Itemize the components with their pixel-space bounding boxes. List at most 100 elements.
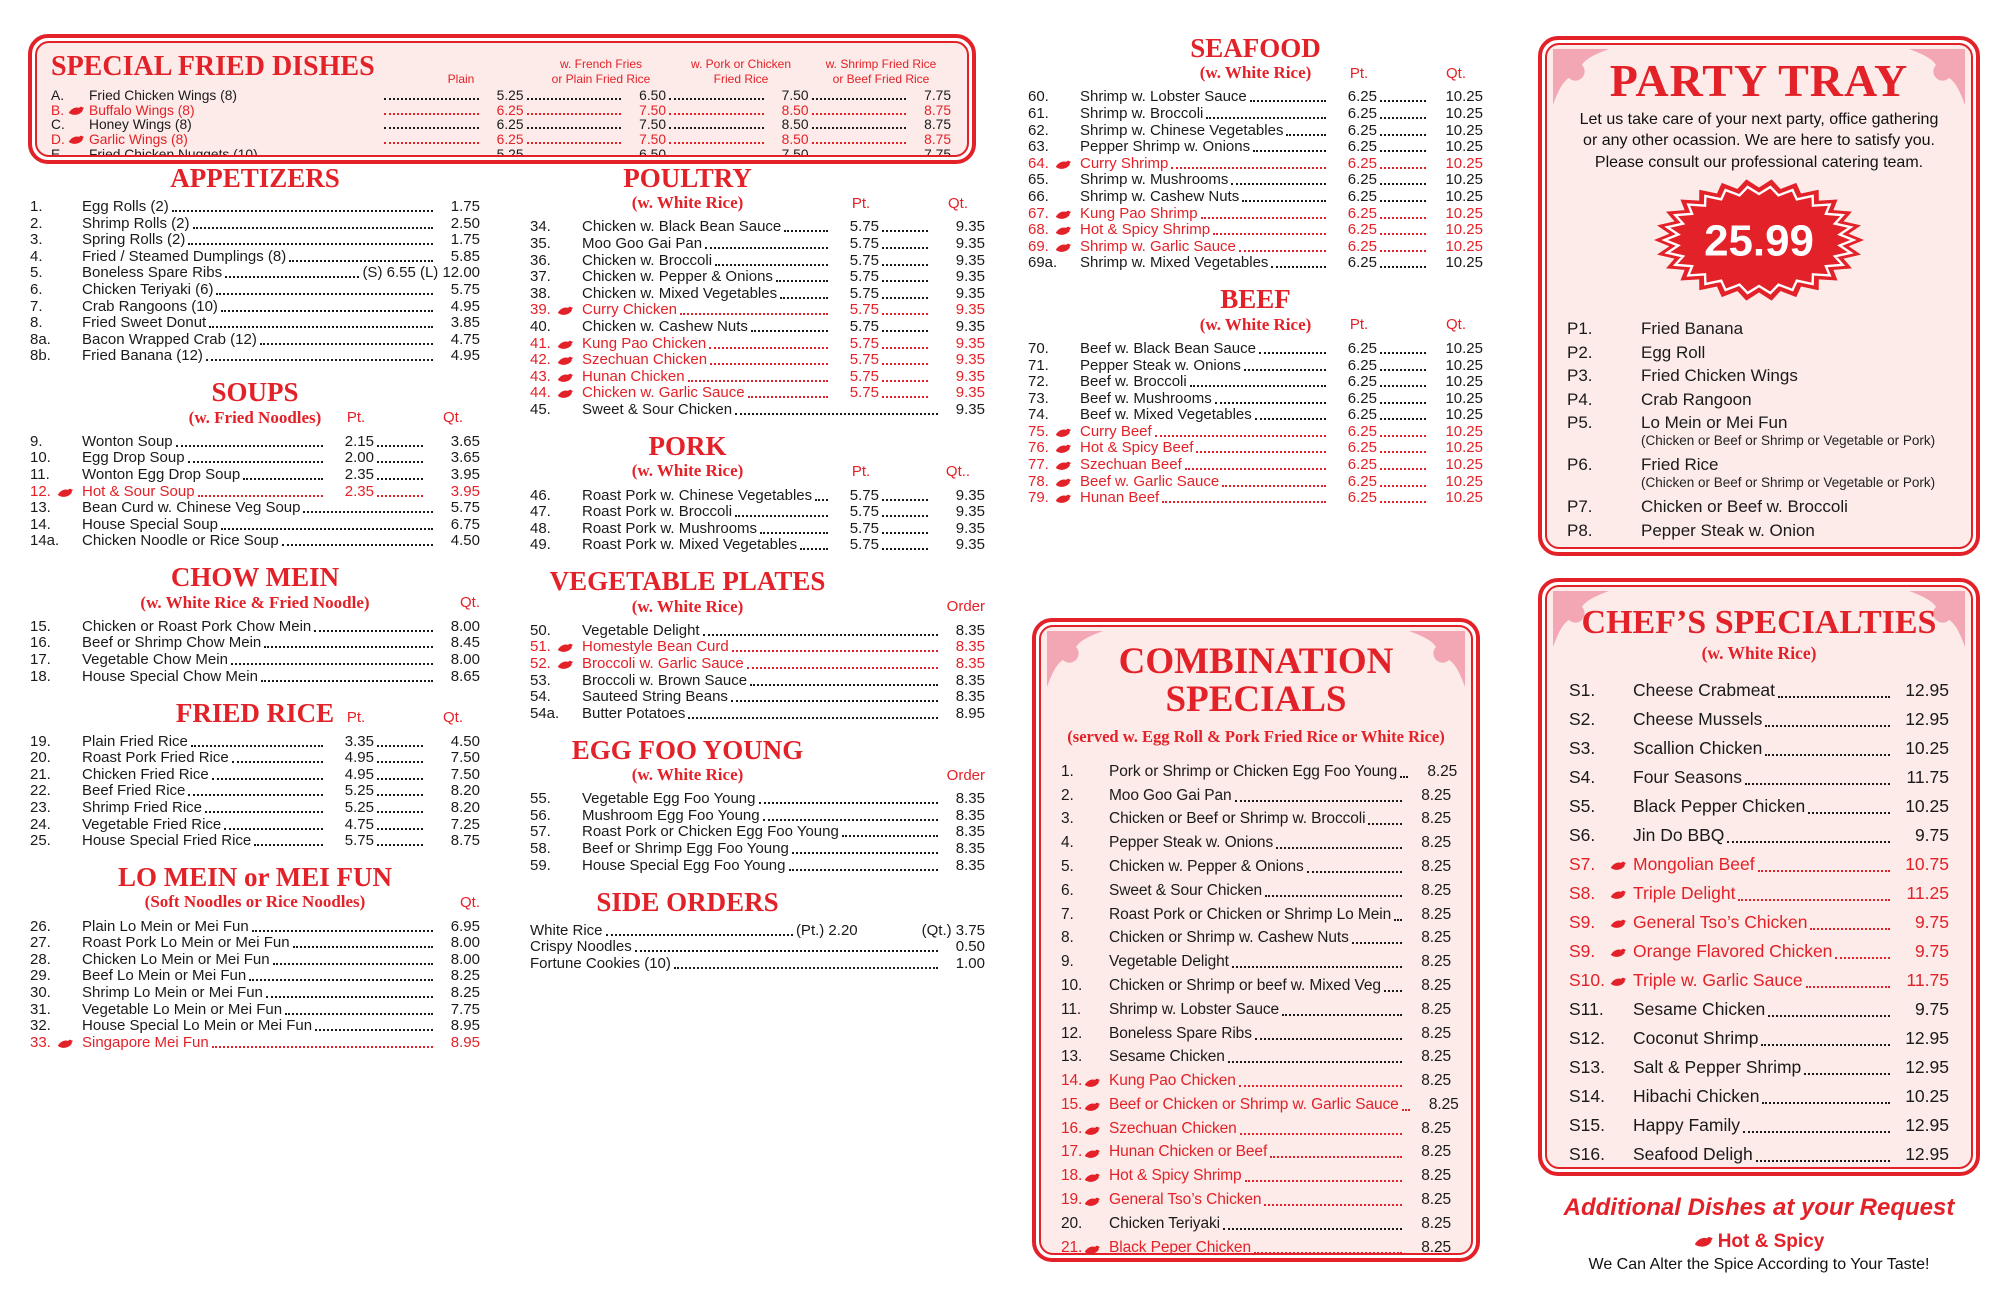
menu-item-row: 18. House Special Chow Mein 8.65	[30, 668, 480, 685]
menu-column-2: POULTRY (w. White Rice) Pt. Qt. 34. Chicken w…	[530, 164, 985, 972]
menu-item-row: 23. Shrimp Fried Rice 5.25 8.20	[30, 799, 480, 816]
dot-leader	[1383, 989, 1402, 992]
section-side-orders: SIDE ORDERS White Rice (Pt.) 2.20 (Qt.) 3.7…	[530, 887, 985, 971]
dot-leader	[1258, 351, 1326, 354]
menu-item-row: 5. Chicken w. Pepper & Onions 8.25	[1061, 852, 1451, 876]
dot-leader	[1270, 1156, 1402, 1159]
dot-leader	[211, 1045, 433, 1048]
dot-leader	[1351, 942, 1402, 945]
item-price: 8.25	[1421, 1191, 1451, 1209]
section-header: PORK (w. White Rice) Pt. Qt..	[530, 432, 985, 481]
dot-leader	[188, 794, 323, 797]
party-tray-item: P3. Fried Chicken Wings	[1567, 363, 1951, 387]
item-price-pint: 2.35	[344, 482, 374, 500]
item-number: 21.	[1061, 1239, 1109, 1253]
item-number: 67.	[1028, 205, 1080, 222]
menu-item-row: 69. Shrimp w. Garlic Sauce 6.25 10.25	[1028, 238, 1483, 255]
chili-pepper-icon	[557, 356, 574, 366]
dot-leader	[1380, 418, 1426, 421]
dot-leader	[377, 827, 423, 830]
chili-pepper-icon	[1610, 861, 1627, 871]
section-subtitle: (w. White Rice)	[1199, 63, 1312, 83]
section-title: CHEF’S SPECIALTIES	[1581, 604, 1937, 641]
price-cell: 6.25	[381, 103, 524, 118]
item-name: House Special Soup	[82, 515, 218, 533]
item-price: 11.75	[1906, 766, 1950, 787]
item-price-pint: 6.25	[1347, 389, 1377, 407]
item-price-quart: 10.25	[1445, 221, 1483, 239]
item-price-quart: 10.25	[1445, 105, 1483, 123]
dot-leader	[220, 309, 433, 312]
item-price: 8.35	[955, 671, 985, 689]
item-name: Shrimp w. Lobster Sauce	[1080, 88, 1247, 106]
item-number: 47.	[530, 503, 551, 521]
dot-leader	[750, 683, 938, 686]
item-name: Hunan Chicken or Beef	[1109, 1143, 1268, 1161]
dot-leader	[1282, 1013, 1402, 1016]
menu-item-row: 50. Vegetable Delight 8.35	[530, 622, 985, 639]
section-appetizers: APPETIZERS 1. Egg Rolls (2) 1.75 2. Shrimp Ro…	[30, 164, 480, 365]
menu-item-row: 34. Chicken w. Black Bean Sauce 5.75 9.35	[530, 218, 985, 235]
menu-item-row: 71. Pepper Steak w. Onions 6.25 10.25	[1028, 357, 1483, 374]
item-number: 37.	[530, 268, 551, 286]
item-name: Fried Banana	[1641, 319, 1744, 339]
item-price: 9.75	[1914, 824, 1949, 845]
item-price-pint: 6.25	[1347, 406, 1377, 424]
item-number: 35.	[530, 235, 551, 253]
section-title: SPECIAL FRIED DISHES	[51, 51, 375, 82]
menu-item-row: 79. Hunan Beef 6.25 10.25	[1028, 489, 1483, 506]
item-name: Mongolian Beef	[1633, 853, 1755, 874]
menu-item-row: 64. Curry Shrimp 6.25 10.25	[1028, 155, 1483, 172]
dot-leader	[377, 477, 423, 480]
dot-leader	[171, 209, 433, 212]
dot-leader	[811, 112, 906, 115]
item-name: Egg Roll	[1641, 342, 1706, 362]
item-price-pint: 3.35	[344, 732, 374, 750]
dot-leader	[1243, 368, 1326, 371]
menu-item-row: 54a. Butter Potatoes 8.95	[530, 705, 985, 722]
item-price-pint: 2.15	[344, 432, 374, 450]
item-price: 6.95	[450, 917, 480, 935]
dot-leader	[272, 962, 433, 965]
dot-leader	[882, 498, 928, 501]
dot-leader	[292, 946, 433, 949]
menu-item-row: S14. Hibachi Chicken 10.25	[1569, 1078, 1949, 1107]
menu-item-row: 17. Hunan Chicken or Beef 8.25	[1061, 1138, 1451, 1162]
dot-leader	[1234, 799, 1402, 802]
price-cell: 7.50	[666, 88, 809, 103]
dot-leader	[882, 230, 928, 233]
item-price-pint: 6.25	[1347, 456, 1377, 474]
section-title: COMBINATION SPECIALS	[1061, 642, 1451, 720]
item-price: 4.50	[450, 532, 480, 550]
item-price-quart: 9.35	[955, 268, 985, 286]
item-number: 6.	[1061, 881, 1074, 899]
item-name: Vegetable Lo Mein or Mei Fun	[82, 1000, 283, 1018]
item-number: S12.	[1569, 1027, 1605, 1048]
item-name: Chicken Teriyaki (6)	[82, 280, 214, 298]
dot-leader	[205, 810, 323, 813]
item-name: Chicken or Shrimp w. Cashew Nuts	[1109, 929, 1349, 947]
dot-leader	[254, 844, 323, 847]
item-price: 10.75	[1905, 853, 1949, 874]
dot-leader	[1213, 233, 1326, 236]
item-price: 8.45	[450, 634, 480, 652]
section-chow-mein: CHOW MEIN (w. White Rice & Fried Noodle) Q…	[30, 563, 480, 685]
dot-leader	[1755, 1159, 1890, 1162]
item-price-quart: 10.25	[1445, 237, 1483, 255]
menu-item-row: 73. Beef w. Mushrooms 6.25 10.25	[1028, 390, 1483, 407]
item-name: Chicken Lo Mein or Mei Fun	[82, 950, 270, 968]
menu-item-row: 3. Spring Rolls (2) 1.75	[30, 231, 480, 248]
item-name: Fried Chicken Wings (8)	[89, 87, 237, 103]
dot-leader	[1380, 266, 1426, 269]
item-number: 44.	[530, 384, 582, 401]
dot-leader	[760, 531, 828, 534]
item-number: 8.	[30, 314, 43, 332]
item-name: Vegetable Chow Mein	[82, 651, 228, 668]
item-price-quart: 9.35	[955, 301, 985, 319]
dot-leader	[230, 663, 433, 665]
section-poultry: POULTRY (w. White Rice) Pt. Qt. 34. Chicken w…	[530, 164, 985, 418]
item-name: Triple Delight	[1633, 882, 1736, 903]
item-name: Beef w. Mushrooms	[1080, 389, 1212, 407]
item-number: S15.	[1569, 1114, 1605, 1135]
dot-leader	[1214, 401, 1326, 404]
